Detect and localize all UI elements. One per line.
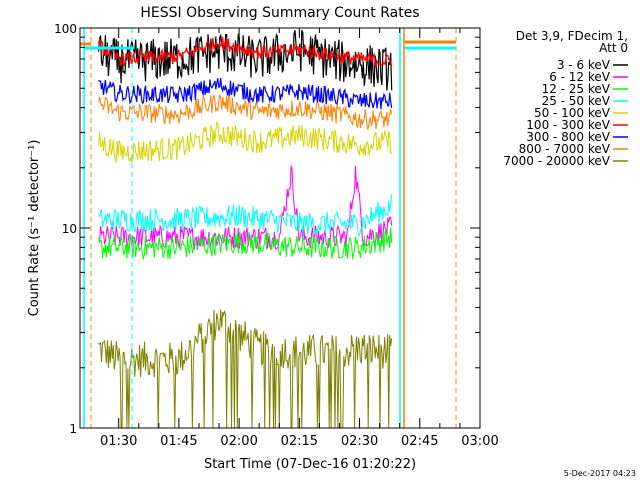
x-tick-label: 02:45: [401, 434, 438, 449]
series-line-2: [98, 227, 393, 260]
legend-entry-label: 3 - 6 keV: [557, 58, 611, 72]
legend-entry-label: 100 - 300 keV: [526, 118, 610, 132]
y-axis-label: Count Rate (s⁻¹ detector⁻¹): [27, 140, 42, 317]
legend-title-line-1: Det 3,9, FDecim 1,: [516, 29, 628, 43]
x-tick-label: 02:00: [220, 434, 257, 449]
legend-entry-label: 25 - 50 keV: [542, 94, 611, 108]
series-line-7: [98, 94, 393, 130]
x-axis-label: Start Time (07-Dec-16 01:20:22): [204, 457, 416, 472]
series-line-0: [98, 29, 393, 91]
series-line-5: [98, 36, 393, 68]
x-tick-label: 01:45: [160, 434, 197, 449]
timestamp-annotation: 5-Dec-2017 04:23: [564, 469, 636, 478]
legend-entry-label: 12 - 25 keV: [542, 82, 611, 96]
legend-title-line-2: Att 0: [599, 41, 628, 55]
plot-area: [80, 28, 457, 429]
legend-entry-label: 50 - 100 keV: [534, 106, 611, 120]
series-line-1: [98, 164, 393, 251]
chart-title: HESSI Observing Summary Count Rates: [140, 5, 419, 21]
x-tick-label: 02:30: [341, 434, 378, 449]
y-tick-label: 10: [62, 222, 77, 236]
y-tick-label: 1: [69, 422, 77, 436]
x-tick-label: 02:15: [281, 434, 318, 449]
series-line-4: [98, 121, 393, 164]
series-line-6: [98, 77, 393, 110]
series-line-8: [98, 309, 393, 429]
legend-entry-label: 800 - 7000 keV: [519, 142, 611, 156]
y-tick-label: 100: [54, 22, 77, 36]
legend-entry-label: 300 - 800 keV: [526, 130, 610, 144]
legend-entry-label: 7000 - 20000 keV: [503, 154, 610, 168]
series-line-3: [98, 194, 393, 237]
x-tick-label: 01:30: [100, 434, 137, 449]
legend-entry-label: 6 - 12 keV: [549, 70, 611, 84]
x-tick-label: 03:00: [461, 434, 498, 449]
